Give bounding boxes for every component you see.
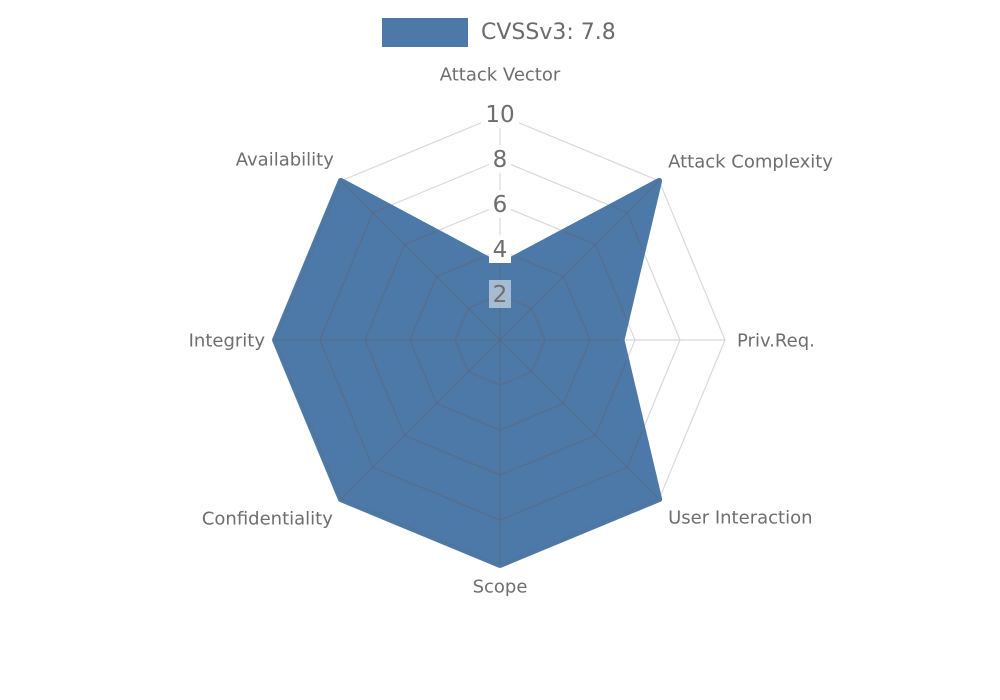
- grid-spoke: [499, 180, 660, 341]
- tick-box: [489, 235, 511, 263]
- tick-label: 10: [485, 102, 514, 128]
- axis-label-confidentiality: Confidentiality: [202, 509, 333, 530]
- axis-label-priv-req: Priv.Req.: [737, 331, 815, 352]
- tick-label: 2: [493, 282, 508, 308]
- tick-label: 6: [493, 192, 508, 218]
- axis-label-availability: Availability: [236, 149, 334, 170]
- axis-label-integrity: Integrity: [189, 331, 266, 352]
- grid-spoke: [340, 180, 501, 341]
- tick-box: [489, 190, 511, 218]
- axis-label-scope: Scope: [473, 577, 528, 598]
- tick-box: [489, 145, 511, 173]
- legend-swatch: [382, 18, 468, 47]
- grid-spoke: [340, 339, 501, 500]
- legend-label: CVSSv3: 7.8: [481, 20, 616, 45]
- tick-labels: 2 4 6 8 10: [481, 100, 519, 308]
- tick-label: 8: [493, 147, 508, 173]
- tick-box: [481, 100, 519, 128]
- tick-label: 4: [493, 237, 508, 263]
- tick-box: [489, 280, 511, 308]
- grid-spoke: [499, 339, 660, 500]
- axis-label-attack-complexity: Attack Complexity: [668, 151, 833, 172]
- axis-label-user-interaction: User Interaction: [668, 508, 812, 529]
- axis-label-attack-vector: Attack Vector: [440, 65, 561, 86]
- legend: CVSSv3: 7.8: [382, 18, 616, 47]
